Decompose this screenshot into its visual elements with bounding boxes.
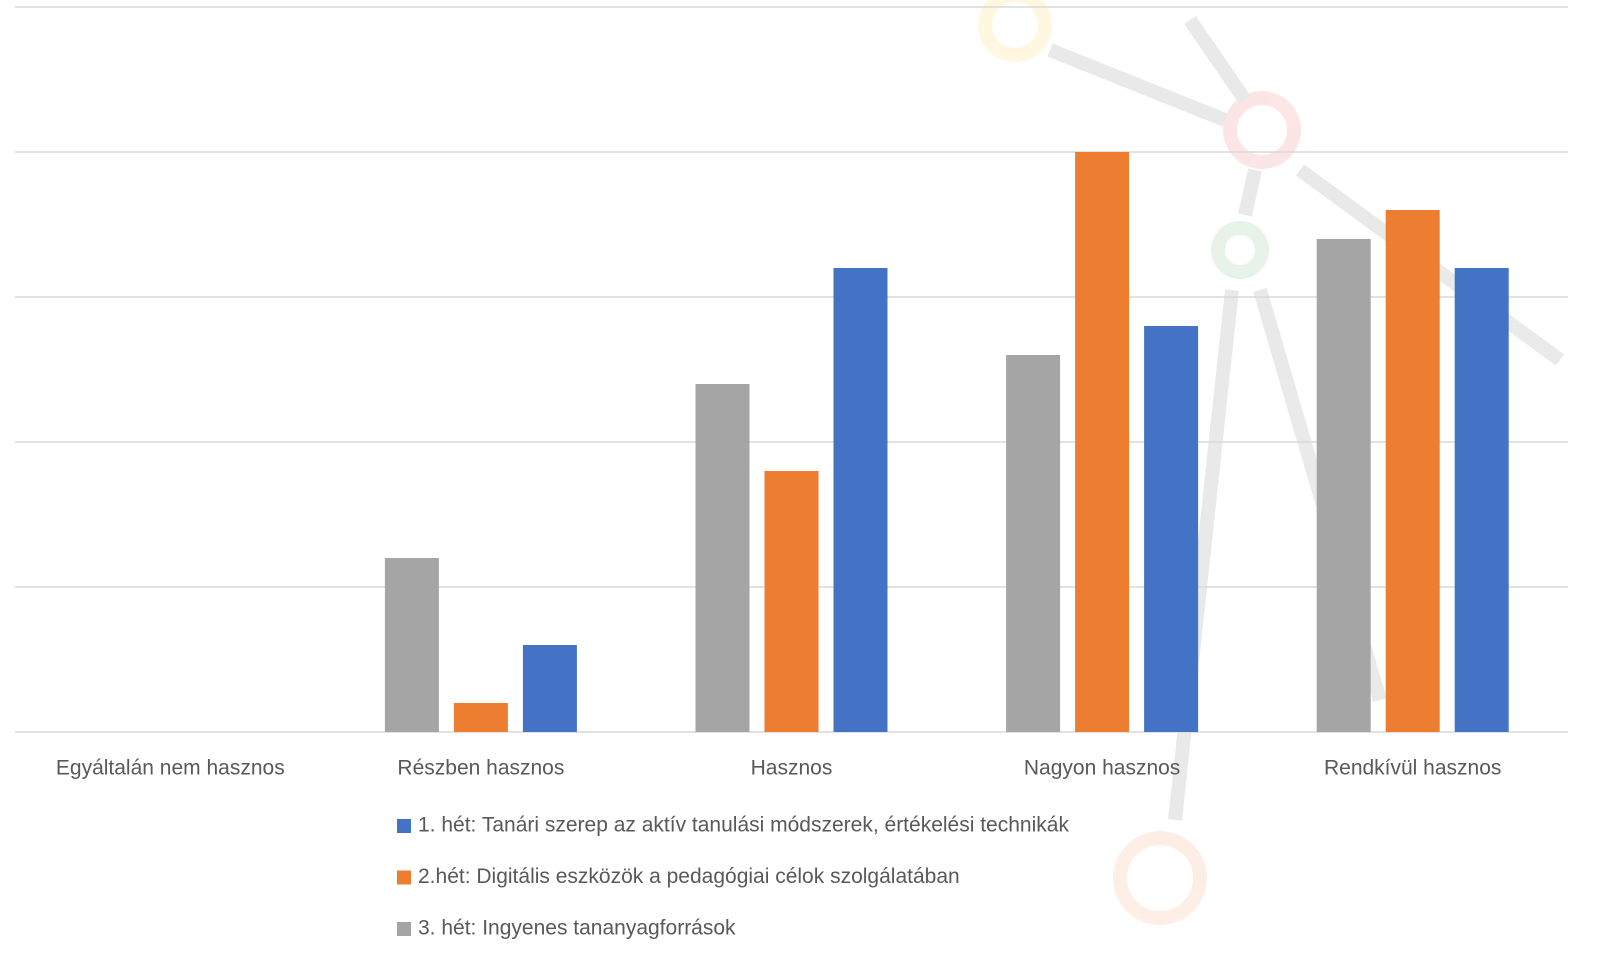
x-tick-label: Egyáltalán nem hasznos (56, 757, 285, 780)
bar (1385, 210, 1440, 732)
bar (695, 384, 750, 732)
bar (1144, 326, 1199, 732)
bar (1454, 268, 1509, 732)
bar (764, 471, 819, 732)
legend-label: 1. hét: Tanári szerep az aktív tanulási … (418, 814, 1069, 837)
x-tick-label: Rendkívül hasznos (1324, 757, 1501, 780)
bar (1075, 152, 1130, 732)
bar (1316, 239, 1371, 732)
legend-swatch (397, 819, 411, 833)
bar (453, 703, 508, 732)
x-tick-label: Hasznos (751, 757, 833, 780)
bar (522, 645, 577, 732)
bar (1006, 355, 1061, 732)
legend-swatch (397, 922, 411, 936)
x-tick-label: Részben hasznos (397, 757, 564, 780)
x-tick-label: Nagyon hasznos (1024, 757, 1180, 780)
legend-label: 3. hét: Ingyenes tananyagforrások (418, 917, 736, 940)
bar (384, 558, 439, 732)
legend-swatch (397, 870, 411, 885)
bar (833, 268, 888, 732)
legend-label: 2.hét: Digitális eszközök a pedagógiai c… (418, 865, 960, 888)
